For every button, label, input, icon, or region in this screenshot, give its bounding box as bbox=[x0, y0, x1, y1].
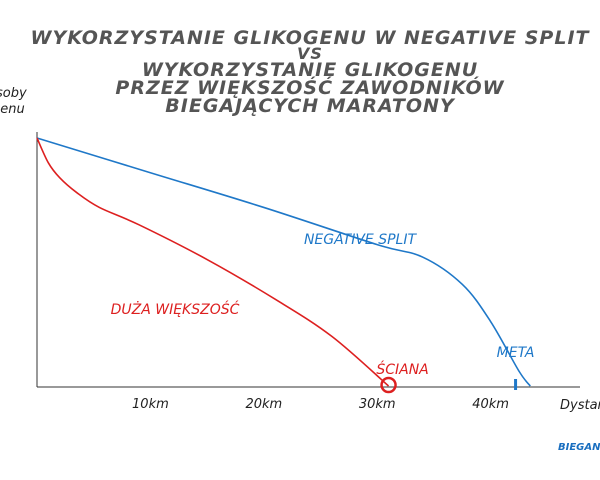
y-label-line-2: genu bbox=[0, 102, 25, 117]
series-label-duza-wiekszosc: DUŻA WIĘKSZOŚĆ bbox=[111, 300, 240, 318]
series-line-duza-wiekszosc bbox=[36, 137, 390, 387]
title-line-2: VS bbox=[297, 44, 323, 63]
series-line-negative-split bbox=[36, 137, 531, 387]
annotations: ŚCIANA META bbox=[376, 345, 535, 394]
y-label-line-1: soby bbox=[0, 86, 27, 101]
finish-marker bbox=[514, 379, 518, 390]
wall-marker bbox=[380, 376, 397, 394]
x-tick-label-30km: 30km bbox=[359, 397, 396, 412]
y-axis-label: soby genu bbox=[0, 86, 27, 117]
series-label-negative-split: NEGATIVE SPLIT bbox=[304, 232, 418, 248]
finish-label: META bbox=[497, 345, 535, 361]
title-line-3: WYKORZYSTANIE GLIKOGENU bbox=[142, 59, 478, 81]
x-tick-labels: 10km 20km 30km 40km bbox=[132, 397, 509, 412]
brand-watermark: BIEGANIE bbox=[558, 442, 600, 453]
x-tick-label-40km: 40km bbox=[472, 397, 509, 412]
title-line-5: BIEGAJĄCYCH MARATONY bbox=[165, 95, 456, 117]
chart-title: WYKORZYSTANIE GLIKOGENU W NEGATIVE SPLIT… bbox=[31, 27, 591, 117]
title-line-1: WYKORZYSTANIE GLIKOGENU W NEGATIVE SPLIT bbox=[31, 27, 591, 49]
x-axis-label: Dystan bbox=[560, 398, 600, 413]
title-line-4: PRZEZ WIĘKSZOŚĆ ZAWODNIKÓW bbox=[115, 75, 504, 99]
wall-label: ŚCIANA bbox=[376, 360, 428, 378]
series-lines: NEGATIVE SPLIT DUŻA WIĘKSZOŚĆ bbox=[36, 137, 531, 387]
x-tick-label-10km: 10km bbox=[132, 397, 169, 412]
x-tick-label-20km: 20km bbox=[245, 397, 282, 412]
